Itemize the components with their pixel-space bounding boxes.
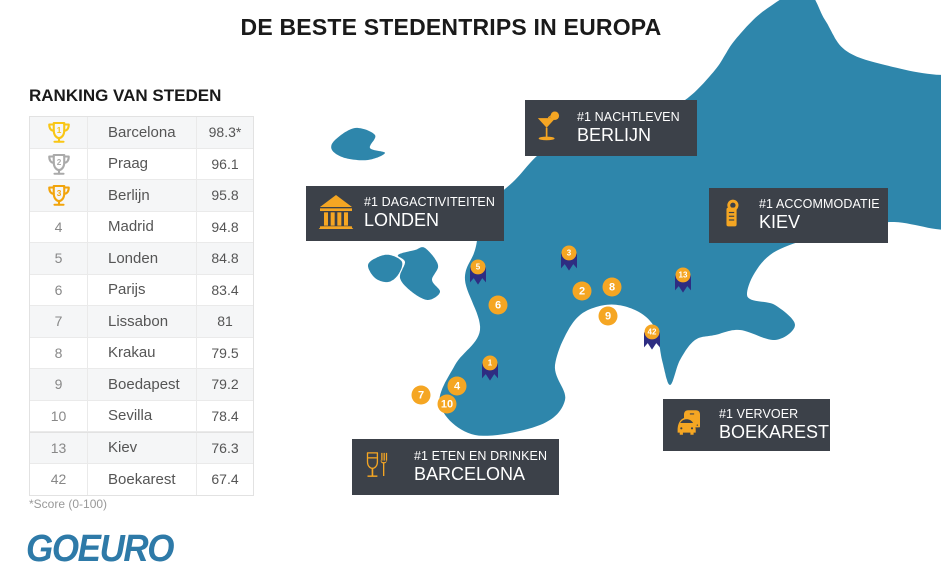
svg-text:42: 42 <box>648 328 657 337</box>
svg-text:2: 2 <box>56 158 61 167</box>
svg-text:5: 5 <box>476 263 481 272</box>
svg-text:1: 1 <box>488 359 493 368</box>
svg-text:3: 3 <box>56 189 61 198</box>
svg-text:1: 1 <box>56 126 61 135</box>
svg-text:3: 3 <box>567 249 572 258</box>
svg-text:13: 13 <box>679 271 688 280</box>
